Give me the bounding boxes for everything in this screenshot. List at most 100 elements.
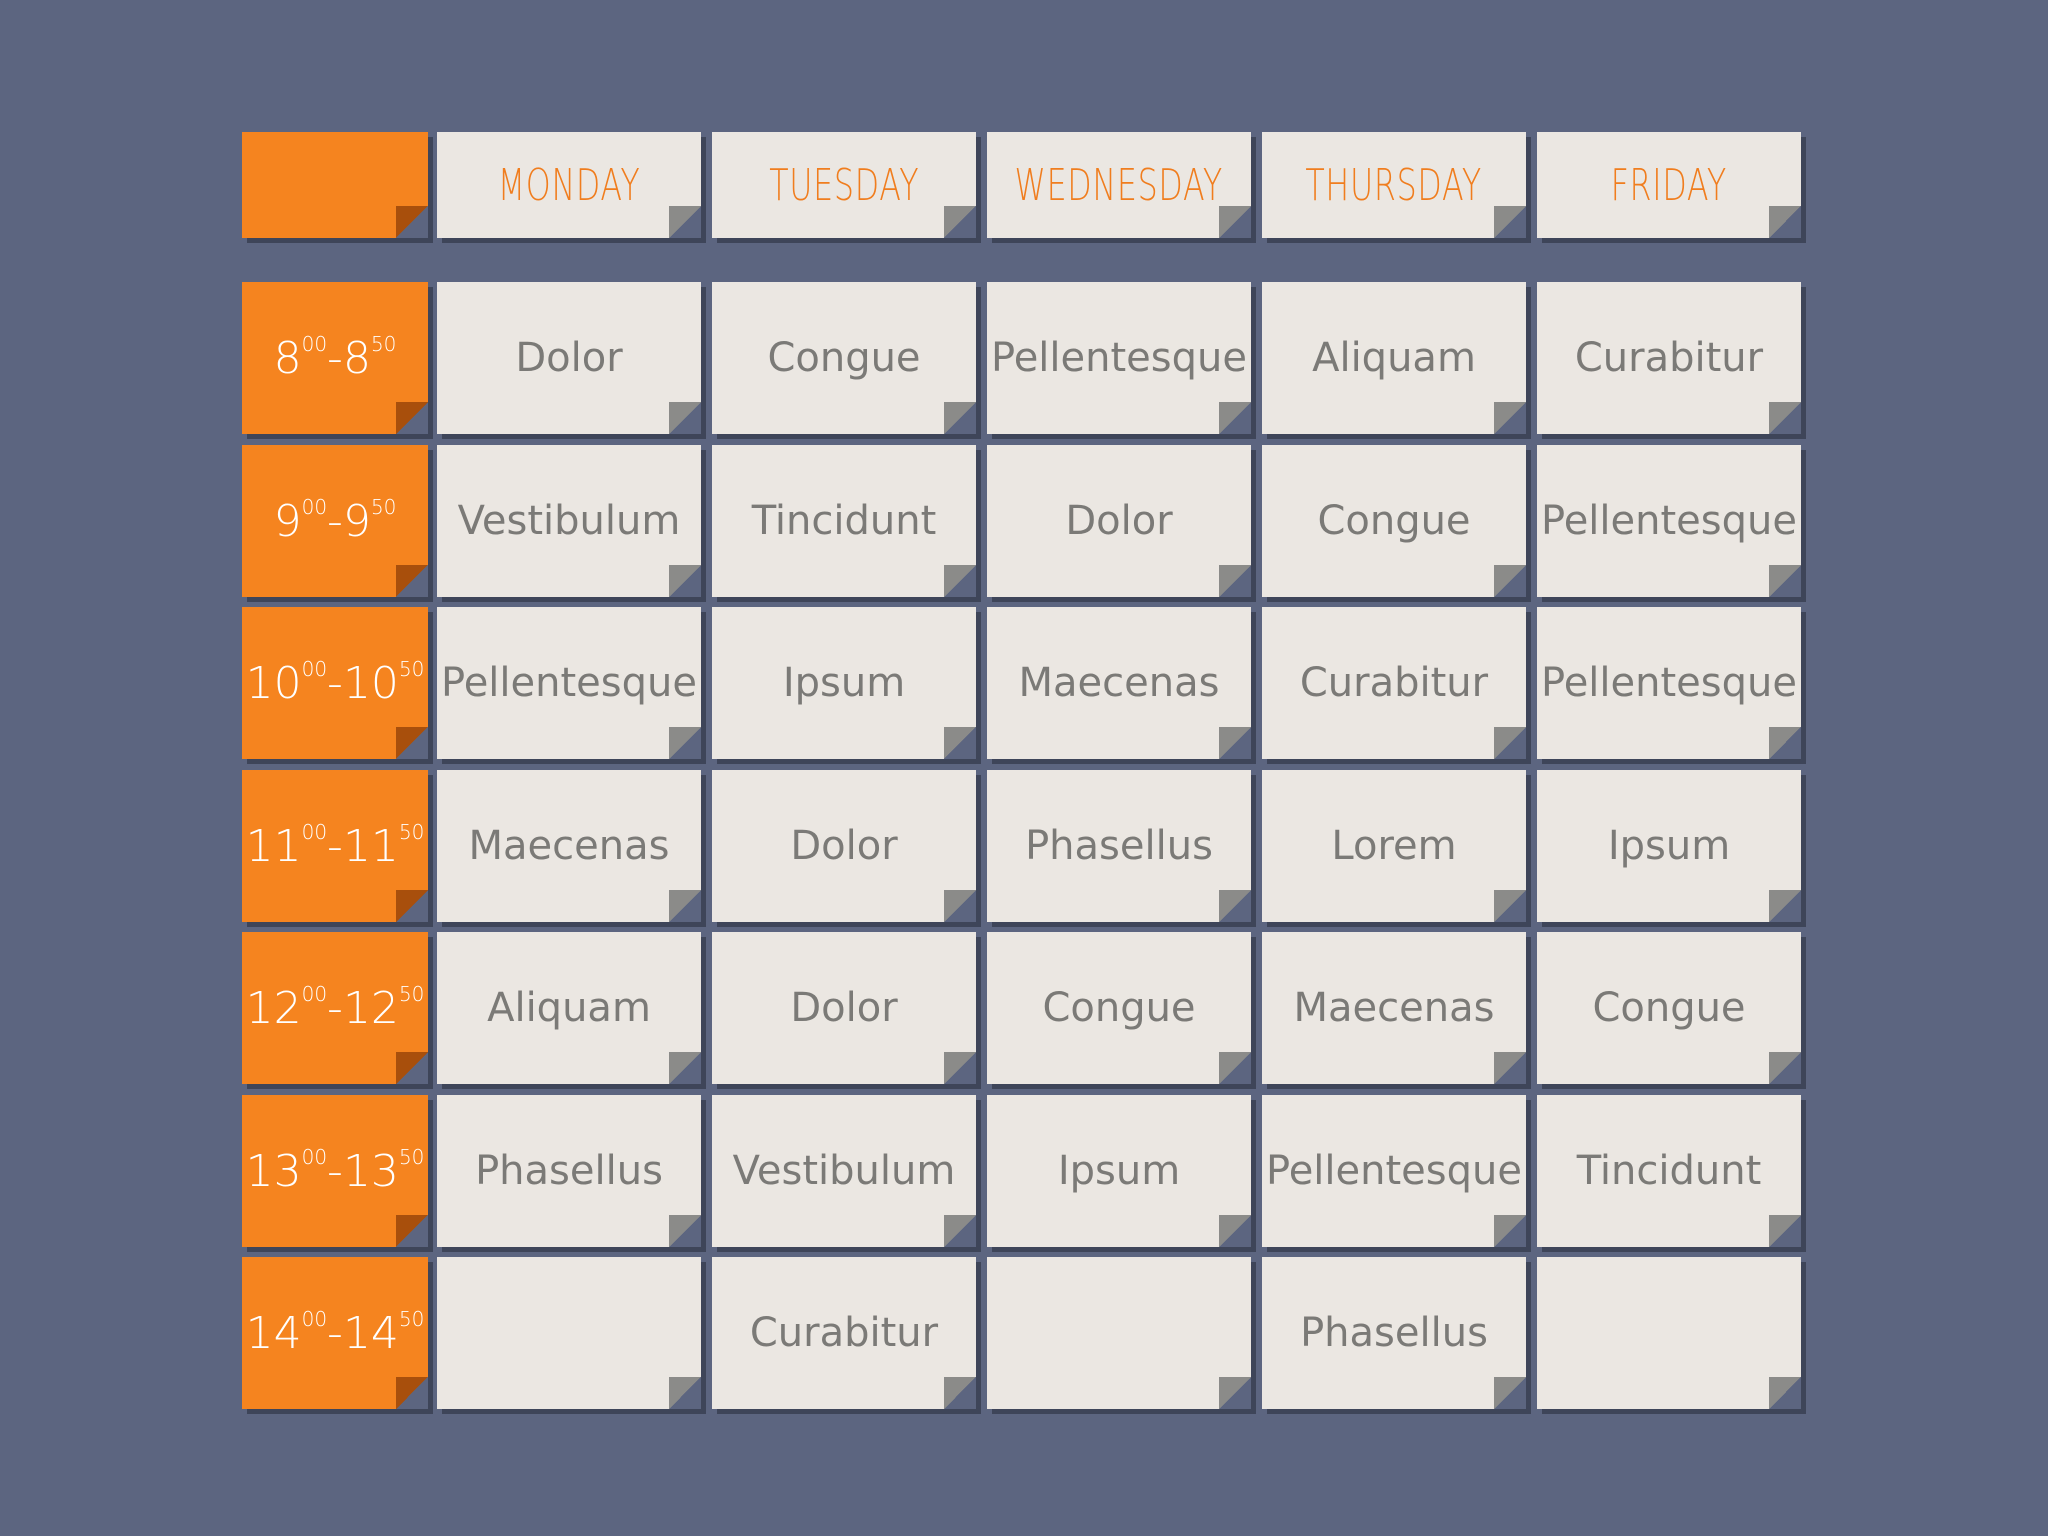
class-name: Vestibulum (457, 497, 681, 544)
class-name: Dolor (515, 335, 623, 381)
page-curl (1494, 1052, 1526, 1084)
page-curl (944, 206, 976, 238)
class-cell: Pellentesque (1537, 607, 1801, 759)
time-label: 900-950 (274, 495, 397, 547)
page-curl (944, 402, 976, 434)
time-part: 12 (342, 983, 399, 1034)
time-label: 800-850 (274, 332, 397, 384)
class-name: Vestibulum (732, 1147, 956, 1194)
day-header: THURSDAY (1262, 132, 1526, 238)
class-name: Ipsum (1057, 1147, 1181, 1194)
page-curl (669, 1052, 701, 1084)
time-label: 1300-1350 (246, 1145, 425, 1197)
class-cell: Pellentesque (1537, 444, 1801, 597)
time-label: 1100-1150 (246, 820, 425, 872)
class-name: Lorem (1331, 822, 1457, 869)
class-cell: Vestibulum (712, 1094, 976, 1247)
page-curl (396, 1214, 428, 1247)
time-label: 1000-1050 (246, 657, 425, 709)
page-curl (944, 889, 976, 922)
time-card: 1200-1250 (242, 932, 428, 1084)
day-label: TUESDAY (768, 159, 920, 211)
time-part: 12 (245, 983, 302, 1034)
class-name: Curabitur (1299, 660, 1489, 706)
class-cell: Lorem (1262, 769, 1526, 922)
class-cell: Ipsum (712, 607, 976, 759)
class-cell: Pellentesque (437, 607, 701, 759)
time-part: 00 (301, 332, 328, 356)
class-name: Phasellus (475, 1147, 663, 1194)
time-part: - (327, 1308, 343, 1359)
class-cell: Maecenas (987, 607, 1251, 759)
page-curl (1769, 206, 1801, 238)
day-label: THURSDAY (1305, 159, 1483, 211)
page-curl (1219, 727, 1251, 759)
page-curl (1219, 1377, 1251, 1409)
page-curl (396, 727, 428, 759)
time-part: 00 (301, 1144, 328, 1169)
time-part: 50 (370, 332, 397, 356)
page-curl (944, 1214, 976, 1247)
page-curl (1219, 889, 1251, 922)
time-part: - (327, 495, 343, 547)
time-card: 1300-1350 (242, 1094, 428, 1247)
class-cell: Dolor (712, 932, 976, 1084)
time-part: 13 (245, 1145, 302, 1197)
time-card: 1400-1450 (242, 1257, 428, 1409)
class-cell: Dolor (712, 769, 976, 922)
class-name: Phasellus (1300, 1310, 1488, 1356)
class-cell: Congue (1537, 932, 1801, 1084)
class-cell: Maecenas (437, 769, 701, 922)
page-curl (1219, 1052, 1251, 1084)
day-header: WEDNESDAY (987, 132, 1251, 238)
class-cell: Dolor (987, 444, 1251, 597)
page-curl (1769, 1377, 1801, 1409)
page-curl (1494, 727, 1526, 759)
time-part: 00 (301, 1307, 328, 1331)
page-curl (1219, 402, 1251, 434)
time-part: 8 (273, 333, 302, 384)
class-cell: Tincidunt (712, 444, 976, 597)
time-label: 1200-1250 (246, 982, 425, 1034)
class-cell: Dolor (437, 282, 701, 434)
time-part: 50 (370, 494, 397, 519)
page-curl (944, 1052, 976, 1084)
class-cell: Phasellus (1262, 1257, 1526, 1409)
page-curl (669, 402, 701, 434)
class-name: Aliquam (487, 985, 651, 1031)
page-curl (669, 564, 701, 597)
class-name: Ipsum (1607, 822, 1731, 869)
class-name: Tincidunt (1576, 1147, 1762, 1194)
time-part: 50 (398, 1144, 425, 1169)
class-name: Ipsum (782, 660, 906, 706)
page-curl (669, 206, 701, 238)
class-cell: Phasellus (987, 769, 1251, 922)
class-name: Maecenas (1293, 985, 1495, 1031)
time-part: 11 (342, 820, 399, 872)
class-cell: Vestibulum (437, 444, 701, 597)
page-curl (396, 1377, 428, 1409)
class-name: Pellentesque (991, 335, 1247, 381)
time-part: - (327, 658, 343, 709)
class-cell: Tincidunt (1537, 1094, 1801, 1247)
page-curl (1494, 889, 1526, 922)
page-curl (396, 402, 428, 434)
day-header: MONDAY (437, 132, 701, 238)
page-curl (669, 889, 701, 922)
time-part: 00 (301, 819, 328, 844)
class-cell: Phasellus (437, 1094, 701, 1247)
class-cell (1537, 1257, 1801, 1409)
time-part: - (327, 1145, 343, 1197)
day-label: WEDNESDAY (1014, 159, 1224, 211)
class-name: Maecenas (468, 822, 670, 869)
time-part: - (327, 983, 343, 1034)
page-curl (396, 889, 428, 922)
page-curl (1219, 1214, 1251, 1247)
time-part: 13 (342, 1145, 399, 1197)
page-curl (1494, 206, 1526, 238)
page-curl (1769, 1214, 1801, 1247)
class-name: Phasellus (1025, 822, 1213, 869)
class-cell: Curabitur (1537, 282, 1801, 434)
page-curl (669, 727, 701, 759)
time-part: 9 (342, 495, 371, 547)
